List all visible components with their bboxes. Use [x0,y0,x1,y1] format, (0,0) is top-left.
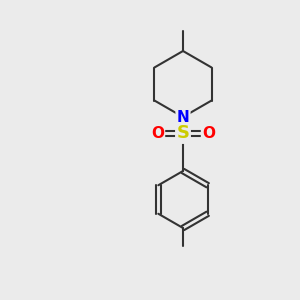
Text: O: O [151,126,164,141]
Text: N: N [177,110,189,124]
Text: S: S [176,124,190,142]
Text: O: O [202,126,215,141]
